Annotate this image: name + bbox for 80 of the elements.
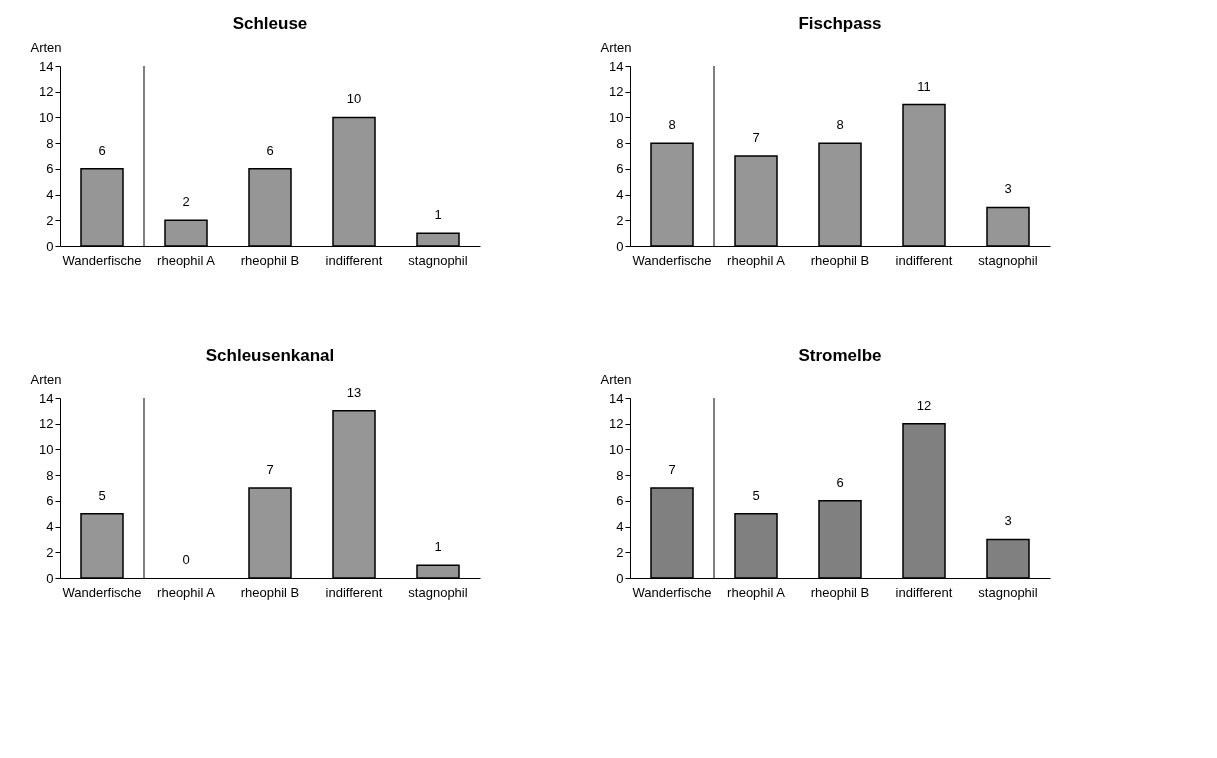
- y-tick-label: 12: [39, 416, 54, 432]
- data-label: 6: [98, 142, 106, 158]
- data-label: 7: [752, 130, 760, 145]
- x-tick-label: stagnophil: [978, 584, 1038, 600]
- y-tick-label: 10: [609, 441, 624, 457]
- x-tick-label: stagnophil: [978, 252, 1038, 268]
- y-tick-label: 10: [609, 109, 624, 125]
- y-tick-label: 14: [39, 58, 54, 74]
- chart-title: Fischpass: [798, 14, 882, 33]
- y-tick-label: 0: [616, 570, 624, 586]
- x-tick-label: Wanderfische: [62, 252, 142, 268]
- y-tick-label: 6: [46, 161, 54, 177]
- x-tick-label: indifferent: [895, 252, 953, 268]
- x-tick-label: rheophil B: [810, 584, 870, 600]
- x-tick-label: stagnophil: [408, 584, 468, 600]
- y-axis-title: Arten: [600, 39, 632, 55]
- x-tick-label: rheophil B: [810, 252, 870, 268]
- y-tick-label: 8: [616, 467, 624, 483]
- data-label: 6: [266, 142, 274, 158]
- data-label: 13: [346, 384, 362, 400]
- y-tick-label: 0: [46, 570, 54, 586]
- y-tick-label: 8: [616, 135, 624, 151]
- data-label: 2: [182, 194, 190, 210]
- data-label: 5: [98, 487, 106, 503]
- x-tick-label: rheophil A: [727, 252, 786, 268]
- data-label: 12: [916, 397, 932, 413]
- y-tick-label: 4: [46, 519, 54, 535]
- y-axis-title: Arten: [600, 371, 632, 387]
- x-tick-label: stagnophil: [408, 252, 468, 268]
- y-tick-label: 6: [616, 161, 624, 177]
- data-label: 3: [1004, 513, 1012, 529]
- y-axis-title: Arten: [30, 371, 62, 387]
- y-axis-title: Arten: [30, 39, 62, 55]
- x-tick-label: indifferent: [325, 252, 383, 268]
- x-tick-label: Wanderfische: [632, 584, 712, 600]
- y-tick-label: 2: [46, 544, 54, 560]
- y-tick-label: 0: [616, 238, 624, 254]
- data-label: 7: [668, 462, 676, 477]
- y-tick-label: 6: [616, 493, 624, 509]
- chart-title: Schleusenkanal: [205, 346, 335, 365]
- data-label: 8: [836, 117, 844, 133]
- x-tick-label: rheophil B: [240, 584, 300, 600]
- data-label: 10: [346, 91, 362, 107]
- y-tick-label: 4: [46, 187, 54, 203]
- x-tick-label: indifferent: [325, 584, 383, 600]
- y-tick-label: 12: [609, 416, 624, 432]
- y-tick-label: 8: [46, 135, 54, 151]
- data-label: 5: [752, 487, 760, 503]
- data-label: 3: [1004, 181, 1012, 197]
- y-tick-label: 6: [46, 493, 54, 509]
- data-label: 11: [917, 78, 931, 94]
- y-tick-label: 2: [616, 212, 624, 228]
- chart-title: Schleuse: [232, 14, 308, 33]
- x-tick-label: Wanderfische: [632, 252, 712, 268]
- y-tick-label: 14: [609, 390, 624, 406]
- y-tick-label: 2: [616, 544, 624, 560]
- y-tick-label: 2: [46, 212, 54, 228]
- data-label: 1: [434, 539, 442, 555]
- y-tick-label: 10: [39, 441, 54, 457]
- y-tick-label: 14: [39, 390, 54, 406]
- data-label: 0: [182, 552, 190, 567]
- x-tick-label: rheophil A: [727, 584, 786, 600]
- y-tick-label: 10: [39, 109, 54, 125]
- data-label: 7: [266, 462, 274, 477]
- y-tick-label: 0: [46, 238, 54, 254]
- x-tick-label: rheophil A: [157, 252, 216, 268]
- x-tick-label: rheophil B: [240, 252, 300, 268]
- data-label: 8: [668, 117, 676, 133]
- y-tick-label: 12: [39, 84, 54, 100]
- y-tick-label: 4: [616, 519, 624, 535]
- data-label: 1: [434, 207, 442, 223]
- y-tick-label: 8: [46, 467, 54, 483]
- x-tick-label: rheophil A: [157, 584, 216, 600]
- x-tick-label: indifferent: [895, 584, 953, 600]
- y-tick-label: 4: [616, 187, 624, 203]
- y-tick-label: 14: [609, 58, 624, 74]
- x-tick-label: Wanderfische: [62, 584, 142, 600]
- data-label: 6: [836, 474, 844, 490]
- chart-title: Stromelbe: [798, 346, 882, 365]
- y-tick-label: 12: [609, 84, 624, 100]
